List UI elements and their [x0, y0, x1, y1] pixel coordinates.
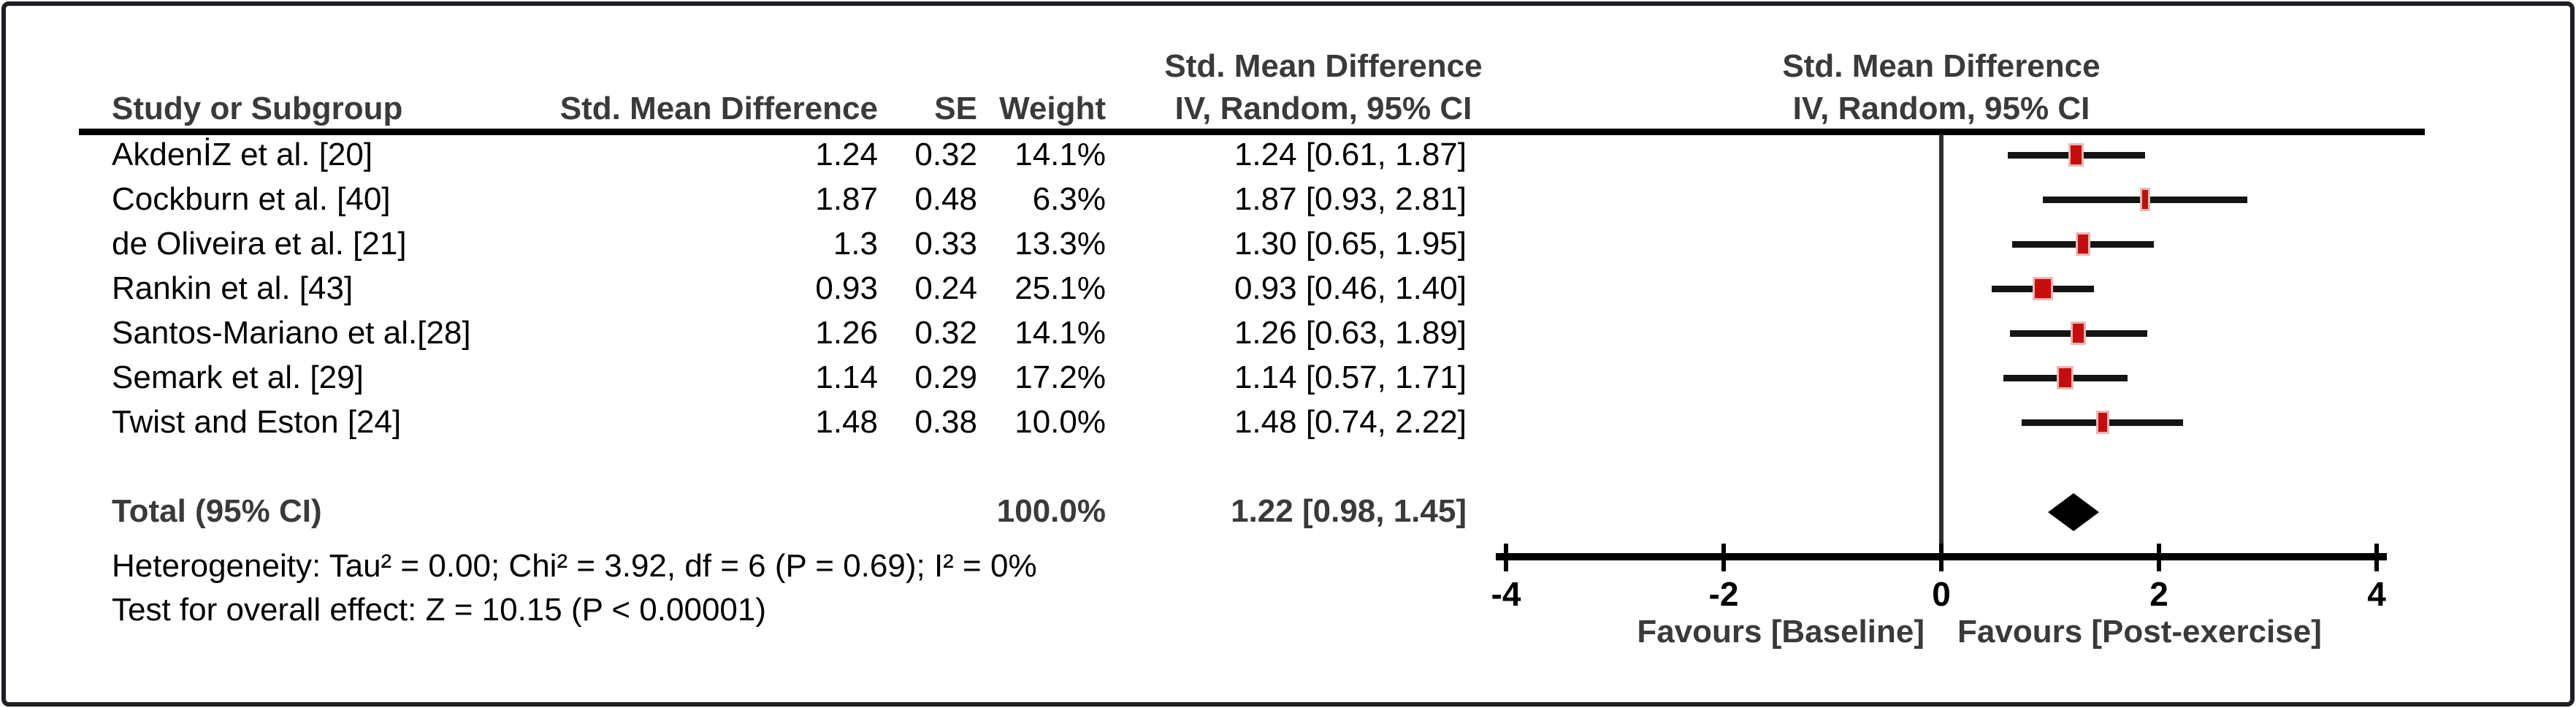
col-header-iv-ci: IV, Random, 95% CI [1174, 91, 1472, 126]
effect-square [2140, 188, 2150, 211]
col-header-weight: Weight [999, 91, 1106, 126]
row-study-label: Rankin et al. [43] [112, 270, 353, 306]
row-weight-value: 14.1% [1014, 137, 1106, 172]
row-ci-text: 0.93 [0.46, 1.40] [1234, 270, 1467, 306]
total-row-ci: 1.22 [0.98, 1.45] [1231, 493, 1467, 529]
row-study-label: Semark et al. [29] [112, 359, 364, 395]
x-axis-tick [2374, 544, 2379, 571]
row-study-label: Santos-Mariano et al.[28] [112, 315, 471, 351]
row-study-label: de Oliveira et al. [21] [112, 226, 407, 262]
total-row-label: Total (95% CI) [112, 493, 322, 529]
row-ci-text: 1.87 [0.93, 2.81] [1234, 181, 1467, 217]
x-axis-tick-label: -2 [1708, 575, 1739, 613]
col-header-smd-ci-top: Std. Mean Difference [1164, 48, 1483, 84]
overall-effect-text: Test for overall effect: Z = 10.15 (P < … [112, 592, 767, 628]
col-header-se: SE [934, 91, 977, 126]
effect-square [2068, 143, 2084, 167]
row-ci-text: 1.48 [0.74, 2.22] [1234, 404, 1467, 440]
x-axis-tick-label: 2 [2149, 575, 2168, 613]
header-underline [79, 129, 2425, 135]
row-weight-value: 10.0% [1014, 404, 1106, 440]
row-se-value: 0.32 [914, 315, 977, 351]
row-smd-value: 1.87 [815, 181, 878, 217]
total-row-weight: 100.0% [996, 493, 1106, 529]
x-axis-tick [2157, 544, 2161, 571]
row-ci-text: 1.24 [0.61, 1.87] [1234, 137, 1467, 172]
heterogeneity-text: Heterogeneity: Tau² = 0.00; Chi² = 3.92,… [112, 548, 1037, 584]
row-smd-value: 0.93 [815, 270, 878, 306]
row-weight-value: 14.1% [1014, 315, 1106, 351]
row-weight-value: 13.3% [1014, 226, 1106, 262]
row-ci-text: 1.30 [0.65, 1.95] [1234, 226, 1467, 262]
row-ci-text: 1.14 [0.57, 1.71] [1234, 359, 1467, 395]
row-se-value: 0.29 [914, 359, 977, 395]
row-ci-text: 1.26 [0.63, 1.89] [1234, 315, 1467, 351]
axis-right-label: Favours [Post-exercise] [1957, 614, 2322, 650]
row-se-value: 0.32 [914, 137, 977, 172]
axis-left-label: Favours [Baseline] [1637, 614, 1925, 650]
x-axis-tick [1939, 544, 1944, 571]
row-weight-value: 17.2% [1014, 359, 1106, 395]
plot-header-smd-top: Std. Mean Difference [1782, 48, 2101, 84]
effect-square [2057, 366, 2074, 389]
effect-square [2033, 277, 2053, 300]
x-axis-tick-label: 0 [1932, 575, 1951, 613]
row-smd-value: 1.26 [815, 315, 878, 351]
col-header-smd: Std. Mean Difference [559, 91, 878, 126]
x-axis-tick-label: 4 [2367, 575, 2386, 613]
zero-line [1939, 134, 1944, 560]
plot-header-iv-ci: IV, Random, 95% CI [1792, 91, 2090, 126]
row-se-value: 0.38 [914, 404, 977, 440]
x-axis-tick [1504, 544, 1508, 571]
effect-square [2096, 411, 2109, 434]
row-smd-value: 1.48 [815, 404, 878, 440]
row-se-value: 0.24 [914, 270, 977, 306]
row-smd-value: 1.3 [833, 226, 878, 262]
row-study-label: Cockburn et al. [40] [112, 181, 391, 217]
row-study-label: AkdenİZ et al. [20] [112, 137, 373, 172]
row-study-label: Twist and Eston [24] [112, 404, 402, 440]
row-weight-value: 25.1% [1014, 270, 1106, 306]
row-smd-value: 1.24 [815, 137, 878, 172]
col-header-study: Study or Subgroup [112, 91, 403, 126]
x-axis-tick [1721, 544, 1726, 571]
row-se-value: 0.33 [914, 226, 977, 262]
effect-square [2071, 321, 2086, 345]
row-weight-value: 6.3% [1032, 181, 1106, 217]
row-smd-value: 1.14 [815, 359, 878, 395]
effect-square [2076, 232, 2090, 256]
row-se-value: 0.48 [914, 181, 977, 217]
x-axis-tick-label: -4 [1491, 575, 1521, 613]
